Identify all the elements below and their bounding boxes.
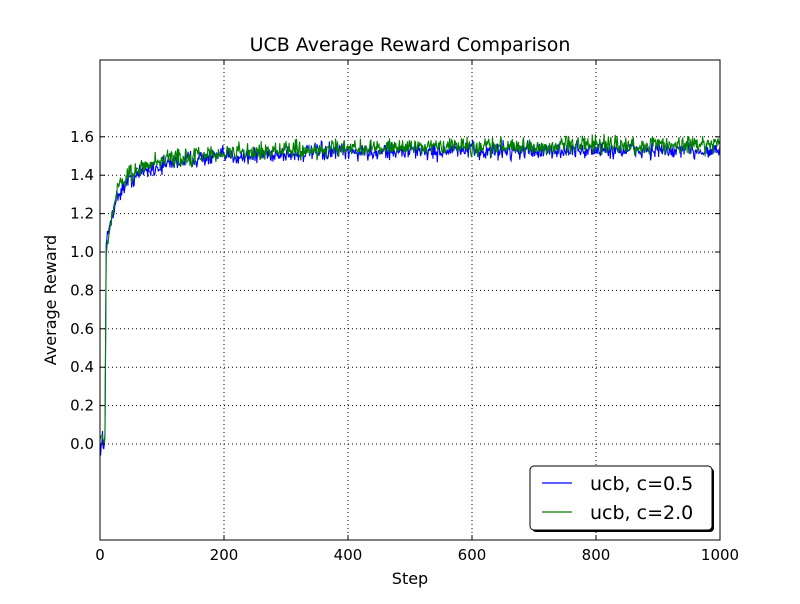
x-tick-label: 1000 bbox=[701, 546, 739, 564]
legend-entry-label: ucb, c=2.0 bbox=[590, 502, 693, 524]
y-tick-label: 1.4 bbox=[70, 166, 94, 184]
tick-layer: 0 200 400 600 800 1000 0.0 0.2 0.4 0.6 0.8 1.0 1.2 1.… bbox=[70, 60, 739, 564]
series-line-2 bbox=[99, 134, 721, 445]
legend-box bbox=[529, 465, 713, 531]
y-tick-label: 0.2 bbox=[70, 397, 94, 415]
y-tick-label: 0.8 bbox=[70, 281, 94, 299]
y-tick-label: 0.6 bbox=[70, 320, 94, 338]
y-tick-label: 1.2 bbox=[70, 205, 94, 223]
y-tick-label: 0.4 bbox=[70, 358, 94, 376]
y-axis-label: Average Reward bbox=[41, 235, 60, 365]
x-tick-label: 600 bbox=[458, 546, 487, 564]
y-tick-label: 1.0 bbox=[70, 243, 94, 261]
x-tick-label: 800 bbox=[582, 546, 611, 564]
series-layer bbox=[99, 134, 721, 456]
y-tick-label: 0.0 bbox=[70, 435, 94, 453]
x-tick-label: 400 bbox=[334, 546, 363, 564]
legend: ucb, c=0.5 ucb, c=2.0 bbox=[529, 465, 714, 532]
x-tick-label: 200 bbox=[210, 546, 239, 564]
x-tick-label: 0 bbox=[95, 546, 105, 564]
x-axis-label: Step bbox=[392, 569, 428, 588]
legend-entry-label: ucb, c=0.5 bbox=[590, 473, 693, 495]
plot-frame bbox=[99, 59, 721, 541]
chart-title: UCB Average Reward Comparison bbox=[250, 34, 571, 56]
y-tick-label: 1.6 bbox=[70, 128, 94, 146]
